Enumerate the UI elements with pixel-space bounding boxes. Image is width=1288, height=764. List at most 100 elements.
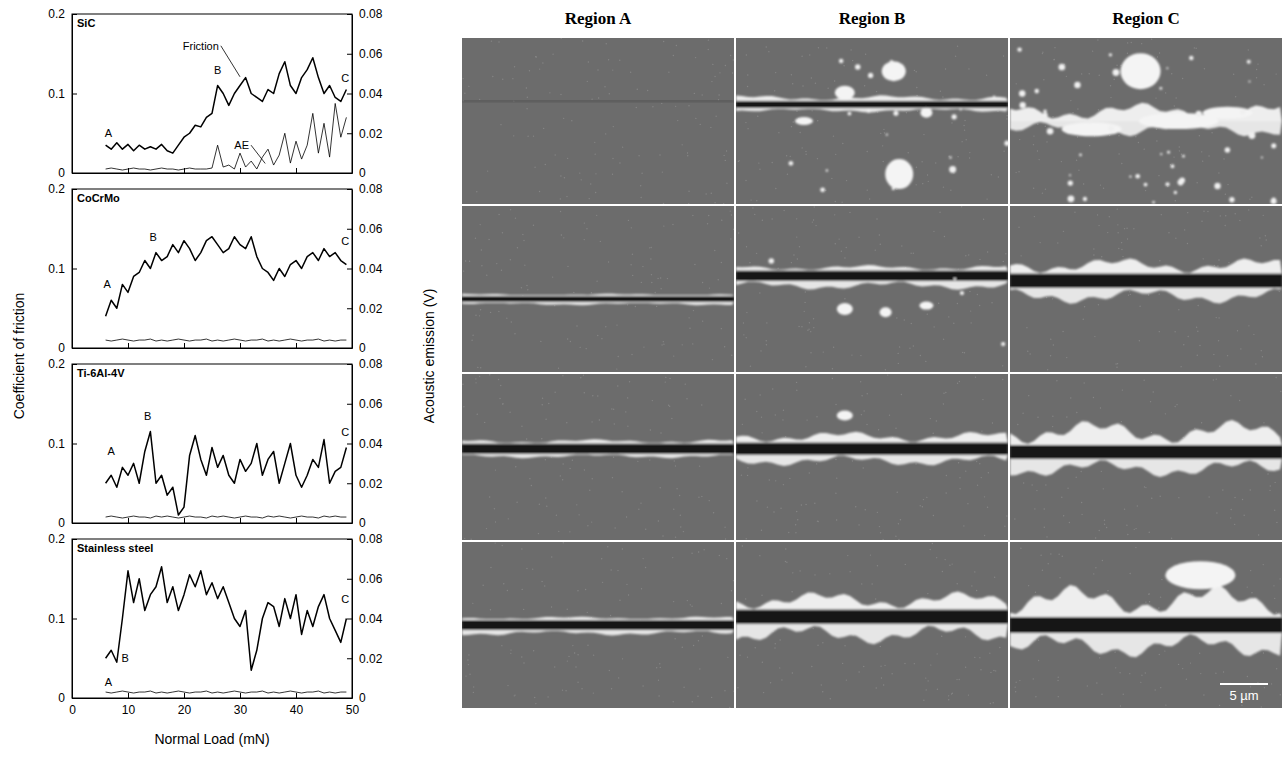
sem-speck [1176,404,1177,405]
sem-speck [1158,175,1159,176]
sem-speck [834,80,835,81]
sem-speck [930,664,931,665]
sem-speck [464,538,465,539]
sem-speck [719,72,720,73]
sem-speck [1050,339,1051,340]
sem-speck [990,672,991,673]
sem-speck [543,128,544,129]
sem-speck [883,684,884,685]
tick-mark [347,54,352,55]
sem-speck [1056,380,1057,381]
sem-speck [1161,214,1162,215]
sem-speck [1196,182,1197,183]
sem-speck [815,225,816,226]
sem-speck [1239,400,1240,401]
sem-speck [1203,694,1204,695]
sem-speck [1015,681,1016,682]
sem-speck [498,41,499,42]
sem-speck [612,158,613,159]
sem-speck [1165,413,1166,414]
sem-speck [1234,497,1235,498]
sem-speck [694,93,695,94]
panel-title: SiC [77,17,95,29]
sem-speck [680,526,681,527]
tick-mark [296,168,297,173]
scratch-edge [462,302,734,305]
sem-speck [836,477,837,478]
sem-speck [801,147,802,148]
sem-speck [1081,502,1082,503]
sem-speck [957,46,958,47]
sem-speck [1156,140,1157,141]
debris [1004,141,1008,146]
sem-speck [900,519,901,520]
axis-line [352,540,353,699]
sem-speck [1179,146,1180,147]
sem-speck [1066,416,1067,417]
sem-speck [568,656,569,657]
tick-mark [72,539,77,540]
tick [296,168,297,173]
label-patch [182,40,220,52]
tick-mark [296,343,297,348]
sem-speck [721,220,722,221]
sem-speck [1002,365,1003,366]
sem-speck [510,209,511,210]
sem-speck [904,663,905,664]
sem-speck [1115,667,1116,668]
debris [1108,126,1114,132]
sem-speck [1122,256,1123,257]
sem-speck [930,549,931,550]
sem-speck [759,292,760,293]
sem-speck [577,682,578,683]
panel-title: Stainless steel [77,542,153,554]
sem-speck [573,292,574,293]
tick: 0.04 [347,437,383,451]
sem-speck [657,278,658,279]
sem-speck [867,393,868,394]
sem-speck [661,103,662,104]
sem-speck [544,585,545,586]
sem-speck [491,40,492,41]
sem-speck [1203,258,1204,259]
sem-speck [502,403,503,404]
sem-speck [959,381,960,382]
friction-line [106,58,347,153]
sem-speck [1052,116,1053,117]
sem-speck [1102,560,1103,561]
sem-speck [951,122,952,123]
sem-speck [641,282,642,283]
sem-speck [1127,238,1128,239]
sem-speck [829,573,830,574]
sem-speck [945,68,946,69]
sem-speck [1134,529,1135,530]
sem-speck [540,341,541,342]
sem-speck [463,270,464,271]
debris [920,108,932,118]
scratch-edge [736,265,1008,271]
sem-speck [945,392,946,393]
sem-speck [560,175,561,176]
sem-speck [745,180,746,181]
sem-speck [1117,224,1118,225]
debris [890,60,894,64]
axis-line [352,365,353,524]
sem-speck [727,657,728,658]
sem-speck [649,459,650,460]
sem-speck [944,236,945,237]
sem-speck [654,292,655,293]
sem-speck [576,325,577,326]
sem-speck [1204,68,1205,69]
tick: 0.1 [48,87,77,101]
ae-line [106,339,347,341]
sem-speck [663,203,664,204]
sem-speck [718,94,719,95]
sem-speck [1264,687,1265,688]
sem-speck [781,679,782,680]
sem-speck [614,423,615,424]
sem-speck [733,691,734,692]
sem-speck [539,504,540,505]
sem-speck [814,503,815,504]
sem-speck [618,677,619,678]
sem-speck [533,135,534,136]
